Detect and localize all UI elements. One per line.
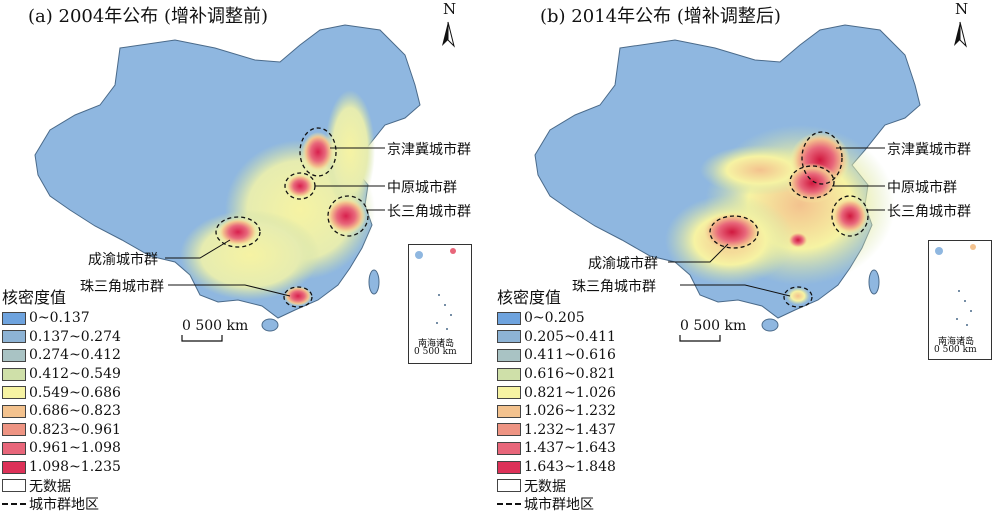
inset-islands-b <box>935 244 976 326</box>
legend-swatch-nodata <box>2 479 26 493</box>
legend-label: 无数据 <box>524 478 566 495</box>
legend-b: 核密度值 0~0.205 0.205~0.411 0.411~0.616 0.6… <box>497 284 616 514</box>
legend-swatch <box>2 423 26 437</box>
callout-zsj-b: 珠三角城市群 <box>572 279 656 295</box>
legend-item: 城市群地区 <box>2 495 121 514</box>
legend-item: 1.437~1.643 <box>497 439 616 458</box>
inset-scale-b: 0 500 km <box>934 345 977 355</box>
scale-label-b: 0 500 km <box>680 318 747 334</box>
legend-label: 0.412~0.549 <box>29 366 121 383</box>
legend-swatch <box>497 367 521 381</box>
legend-item: 0~0.205 <box>497 309 616 328</box>
legend-label: 0.137~0.274 <box>29 328 121 345</box>
legend-swatch <box>497 460 521 474</box>
legend-label: 0.821~1.026 <box>524 384 616 401</box>
legend-item: 1.232~1.437 <box>497 421 616 440</box>
legend-label: 0~0.205 <box>524 310 585 327</box>
callout-zy-b: 中原城市群 <box>887 180 957 196</box>
legend-swatch <box>497 311 521 325</box>
legend-item: 1.098~1.235 <box>2 458 121 477</box>
inset-scale-a: 0 500 km <box>414 347 457 357</box>
callout-cy-a: 成渝城市群 <box>88 252 158 268</box>
panel-b-title: (b) 2014年公布 (增补调整后) <box>540 6 781 27</box>
legend-label: 城市群地区 <box>29 497 99 514</box>
legend-label: 1.026~1.232 <box>524 403 616 420</box>
legend-item: 0.616~0.821 <box>497 365 616 384</box>
legend-swatch <box>497 404 521 418</box>
legend-label: 0.686~0.823 <box>29 403 121 420</box>
legend-label: 0.616~0.821 <box>524 366 616 383</box>
legend-swatch <box>2 367 26 381</box>
callout-csj-b: 长三角城市群 <box>887 204 971 220</box>
inset-islands-a <box>415 248 456 330</box>
legend-label: 城市群地区 <box>524 497 594 514</box>
legend-swatch-nodata <box>497 479 521 493</box>
legend-swatch <box>2 330 26 344</box>
legend-swatch <box>497 441 521 455</box>
callout-zy-a: 中原城市群 <box>387 180 457 196</box>
panel-a-title: (a) 2004年公布 (增补调整前) <box>28 6 269 27</box>
legend-label: 0.205~0.411 <box>524 328 616 345</box>
legend-swatch-cluster <box>497 503 521 506</box>
legend-item: 0.821~1.026 <box>497 383 616 402</box>
panel-a-map <box>34 21 455 342</box>
legend-label: 1.437~1.643 <box>524 440 616 457</box>
legend-item: 0.961~1.098 <box>2 439 121 458</box>
legend-label: 0.823~0.961 <box>29 421 121 438</box>
legend-label: 0.961~1.098 <box>29 440 121 457</box>
legend-swatch <box>497 386 521 400</box>
legend-item: 0~0.137 <box>2 309 121 328</box>
north-arrow-b: N <box>955 0 969 18</box>
north-arrow-a: N <box>443 0 457 18</box>
legend-label: 0~0.137 <box>29 310 90 327</box>
legend-item: 0.411~0.616 <box>497 346 616 365</box>
legend-title-b: 核密度值 <box>497 288 562 307</box>
legend-label: 1.232~1.437 <box>524 421 616 438</box>
legend-item: 0.823~0.961 <box>2 421 121 440</box>
legend-item: 城市群地区 <box>497 495 616 514</box>
legend-label: 1.098~1.235 <box>29 459 121 476</box>
legend-item: 0.137~0.274 <box>2 328 121 347</box>
legend-item: 1.026~1.232 <box>497 402 616 421</box>
inset-label-a: 南海诸岛 <box>418 339 455 349</box>
legend-swatch <box>2 404 26 418</box>
callout-csj-a: 长三角城市群 <box>387 204 471 220</box>
legend-item: 0.412~0.549 <box>2 365 121 384</box>
legend-label: 0.549~0.686 <box>29 384 121 401</box>
callout-zsj-a: 珠三角城市群 <box>80 279 164 295</box>
scale-label-a: 0 500 km <box>182 318 249 334</box>
callout-cy-b: 成渝城市群 <box>588 256 658 272</box>
legend-label: 0.411~0.616 <box>524 347 616 364</box>
inset-map-b <box>928 240 992 360</box>
panel-b-map <box>534 21 967 342</box>
legend-item: 1.643~1.848 <box>497 458 616 477</box>
legend-item: 0.686~0.823 <box>2 402 121 421</box>
legend-swatch <box>2 460 26 474</box>
callout-jjj-b: 京津冀城市群 <box>887 142 971 158</box>
inset-label-b: 南海诸岛 <box>938 337 975 347</box>
legend-label: 0.274~0.412 <box>29 347 121 364</box>
legend-swatch <box>497 423 521 437</box>
legend-label: 无数据 <box>29 478 71 495</box>
legend-item: 0.274~0.412 <box>2 346 121 365</box>
legend-item: 无数据 <box>497 476 616 495</box>
legend-swatch <box>2 348 26 362</box>
inset-map-a <box>408 244 472 364</box>
legend-item: 无数据 <box>2 476 121 495</box>
legend-swatch <box>497 348 521 362</box>
legend-swatch-cluster <box>2 503 26 506</box>
callout-jjj-a: 京津冀城市群 <box>387 142 471 158</box>
legend-label: 1.643~1.848 <box>524 459 616 476</box>
legend-a: 核密度值 0~0.137 0.137~0.274 0.274~0.412 0.4… <box>2 284 121 514</box>
legend-item: 0.549~0.686 <box>2 383 121 402</box>
legend-title-a: 核密度值 <box>2 288 67 307</box>
legend-swatch <box>497 330 521 344</box>
legend-item: 0.205~0.411 <box>497 328 616 347</box>
legend-swatch <box>2 386 26 400</box>
legend-swatch <box>2 441 26 455</box>
legend-swatch <box>2 311 26 325</box>
